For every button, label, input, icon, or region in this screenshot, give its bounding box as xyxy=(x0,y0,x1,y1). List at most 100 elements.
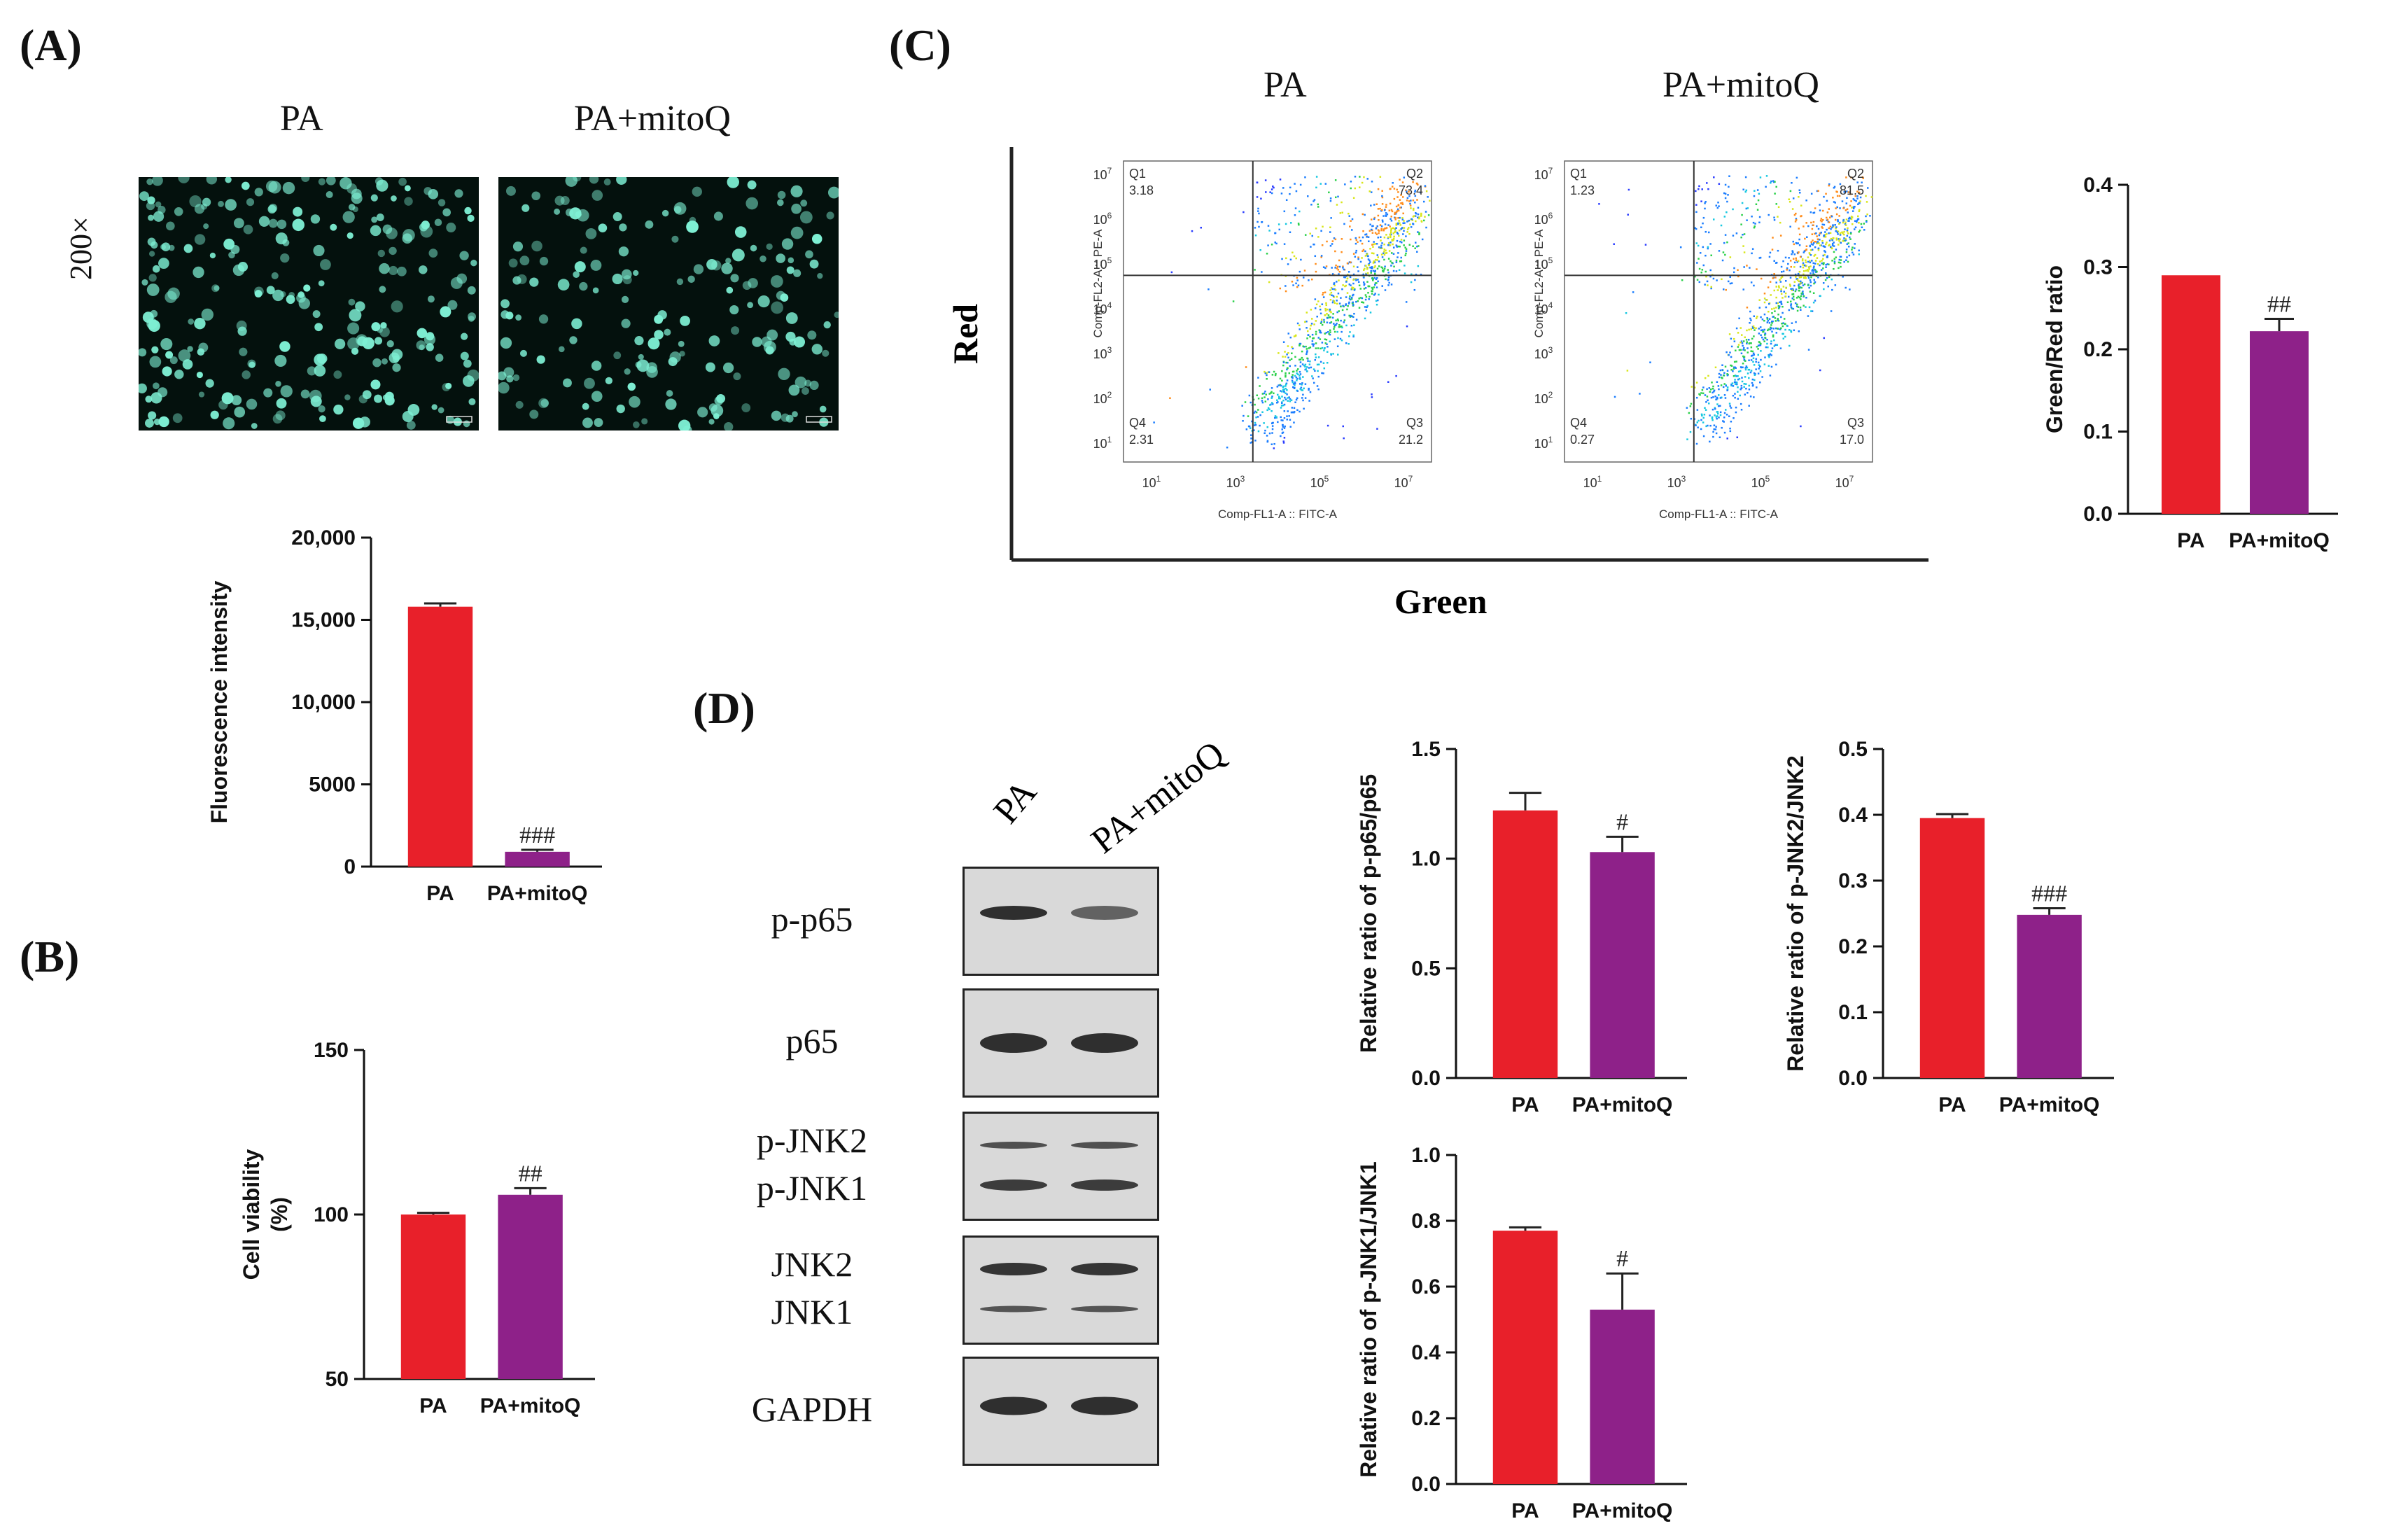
flow-event xyxy=(1824,251,1826,253)
flow-event xyxy=(1266,409,1268,412)
flow-event xyxy=(1744,393,1746,396)
cell-dot xyxy=(271,272,279,280)
flow-event xyxy=(1368,264,1370,266)
flow-event xyxy=(1808,268,1810,270)
flow-event xyxy=(1836,195,1839,197)
flow-event xyxy=(1775,363,1777,366)
flow-event xyxy=(1330,321,1333,323)
flow-event xyxy=(1828,232,1830,234)
flow-event xyxy=(1744,367,1746,369)
flow-event xyxy=(1763,340,1765,342)
flow-event xyxy=(1744,360,1746,362)
flow-event xyxy=(1393,227,1396,230)
flow-event xyxy=(1755,368,1757,370)
flow-event xyxy=(1301,284,1303,287)
flow-event xyxy=(1853,247,1856,249)
flow-event xyxy=(1862,177,1864,179)
flow-event xyxy=(1700,200,1702,202)
flow-event xyxy=(1350,181,1352,183)
cell-dot xyxy=(522,204,530,212)
flow-event xyxy=(1352,334,1354,337)
flow-event xyxy=(1309,232,1311,234)
flow-event xyxy=(1846,229,1849,232)
flow-event xyxy=(1326,312,1328,315)
flow-event xyxy=(1353,312,1355,315)
flow-event xyxy=(1284,285,1287,287)
flow-event xyxy=(1381,242,1383,244)
flow-event xyxy=(1395,227,1397,230)
flow-event xyxy=(1695,442,1698,445)
cell-dot xyxy=(438,199,446,206)
flow-event xyxy=(1810,310,1812,312)
flow-event xyxy=(1355,239,1358,241)
significance-mark: # xyxy=(1616,1246,1628,1272)
flow-event xyxy=(1718,376,1721,379)
flow-event xyxy=(1418,233,1420,236)
flow-event xyxy=(1256,394,1258,397)
flow-event xyxy=(1332,295,1335,298)
flow-event xyxy=(1847,227,1849,230)
flow-event xyxy=(1329,316,1331,318)
flow-event xyxy=(1383,209,1386,211)
flow-event xyxy=(1726,389,1728,391)
flow-event xyxy=(1842,207,1844,209)
cell-dot xyxy=(194,318,206,330)
flow-event xyxy=(1758,368,1760,370)
flow-event xyxy=(1812,262,1814,265)
flow-event xyxy=(1330,353,1332,355)
flow-event xyxy=(1394,211,1396,214)
flow-event xyxy=(1837,220,1839,223)
cell-dot xyxy=(557,279,570,291)
flow-event xyxy=(1729,282,1732,285)
flow-event xyxy=(1779,279,1781,281)
flow-event xyxy=(1713,176,1715,178)
flow-event xyxy=(1791,298,1794,300)
flow-event xyxy=(1828,221,1830,223)
blot-band xyxy=(1071,906,1138,920)
flow-event xyxy=(1753,364,1756,366)
flow-event xyxy=(1258,212,1260,215)
flow-event xyxy=(1716,403,1718,405)
flow-event xyxy=(1721,369,1723,371)
flow-event xyxy=(1833,260,1836,262)
flow-event xyxy=(1752,360,1754,363)
flow-event xyxy=(1810,241,1812,244)
flow-event xyxy=(1831,260,1833,262)
flow-event xyxy=(1823,337,1826,340)
flow-event xyxy=(1308,400,1310,402)
flow-event xyxy=(1350,314,1352,317)
flow-event xyxy=(1835,207,1837,209)
flow-event xyxy=(1721,396,1723,399)
flow-event xyxy=(1374,258,1377,261)
cell-dot xyxy=(536,355,545,364)
flow-event xyxy=(1287,332,1290,335)
quadrant-q4-value: 2.31 xyxy=(1129,433,1154,447)
flow-event xyxy=(1392,243,1394,246)
flow-event xyxy=(1765,175,1768,177)
flow-event xyxy=(1273,442,1275,445)
cell-dot xyxy=(371,322,381,332)
flow-event xyxy=(1626,370,1629,372)
flow-event xyxy=(1285,199,1288,201)
flow-event xyxy=(1777,305,1780,307)
y-tick-label: 0.5 xyxy=(1411,957,1441,980)
flow-event xyxy=(1768,356,1770,358)
flow-event xyxy=(1261,397,1264,400)
flow-event xyxy=(1821,260,1823,262)
flow-event xyxy=(1293,335,1296,337)
panel-label-d: (D) xyxy=(693,683,755,733)
flow-event xyxy=(1740,223,1742,225)
bar-pa xyxy=(400,1214,466,1379)
flow-event xyxy=(1330,286,1333,289)
flow-event xyxy=(1306,312,1308,314)
flow-event xyxy=(1852,206,1855,209)
flow-event xyxy=(1387,244,1390,246)
cell-dot xyxy=(573,271,580,278)
flow-event xyxy=(1381,256,1384,258)
flow-event xyxy=(1416,251,1418,253)
flow-event xyxy=(1364,294,1367,296)
flow-event xyxy=(1287,356,1289,359)
flow-event xyxy=(1276,393,1279,396)
flow-event xyxy=(1298,324,1301,327)
flow-event xyxy=(1382,220,1384,223)
